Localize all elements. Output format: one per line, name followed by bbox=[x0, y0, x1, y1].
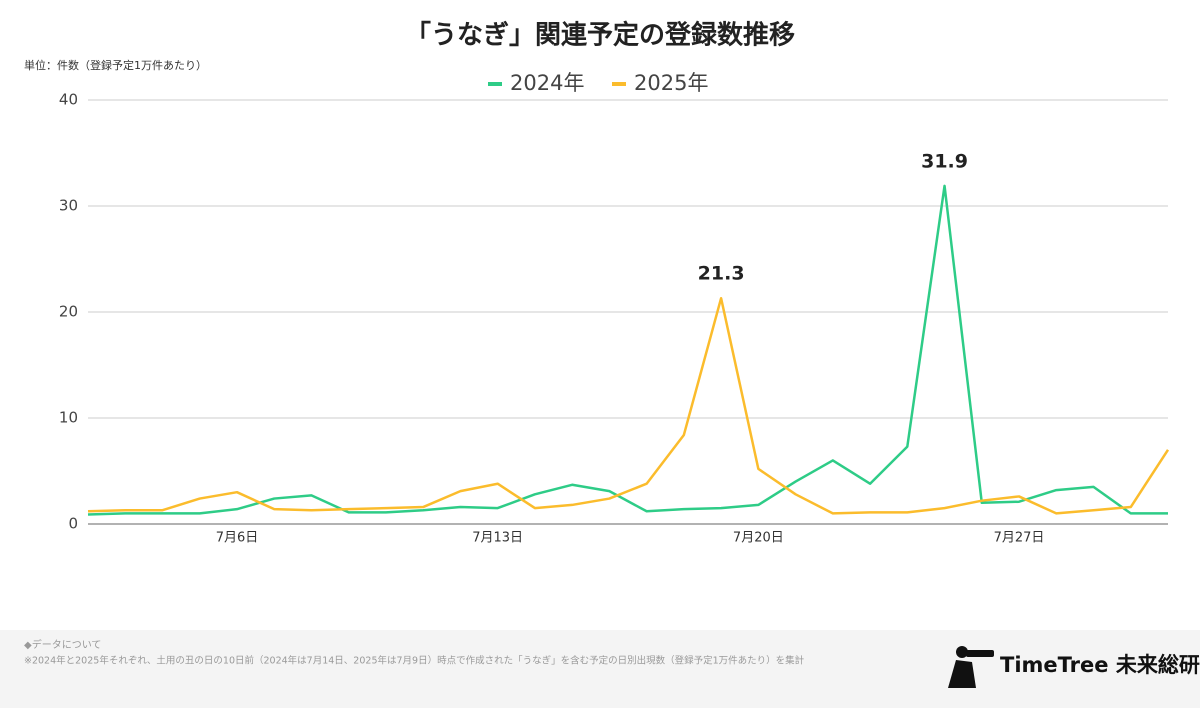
legend-label: 2025年 bbox=[634, 71, 708, 95]
y-tick-label: 40 bbox=[59, 91, 78, 109]
footer-note: ※2024年と2025年それぞれ、土用の丑の日の10日前（2024年は7月14日… bbox=[24, 655, 805, 667]
series-line bbox=[87, 184, 1168, 516]
chart-title: 「うなぎ」関連予定の登録数推移 bbox=[405, 20, 795, 51]
data-label: 21.3 bbox=[698, 263, 745, 285]
series-line bbox=[87, 296, 1170, 515]
legend-label: 2024年 bbox=[510, 71, 584, 95]
logo-icon bbox=[948, 646, 994, 688]
background bbox=[0, 0, 1200, 630]
y-tick-label: 0 bbox=[68, 515, 78, 533]
unit-label: 単位：件数（登録予定1万件あたり） bbox=[24, 58, 207, 72]
data-label: 31.9 bbox=[921, 150, 968, 172]
y-tick-label: 30 bbox=[59, 197, 78, 215]
x-tick-label: 7月20日 bbox=[733, 531, 784, 546]
x-tick-label: 7月27日 bbox=[994, 531, 1045, 546]
y-tick-label: 20 bbox=[59, 303, 78, 321]
footer-heading: ◆データについて bbox=[24, 638, 101, 651]
footer-background bbox=[0, 630, 1200, 708]
brand: TimeTree 未来総研 bbox=[1000, 653, 1200, 677]
x-tick-label: 7月6日 bbox=[216, 531, 259, 546]
x-tick-label: 7月13日 bbox=[472, 531, 523, 546]
y-tick-label: 10 bbox=[59, 409, 78, 427]
